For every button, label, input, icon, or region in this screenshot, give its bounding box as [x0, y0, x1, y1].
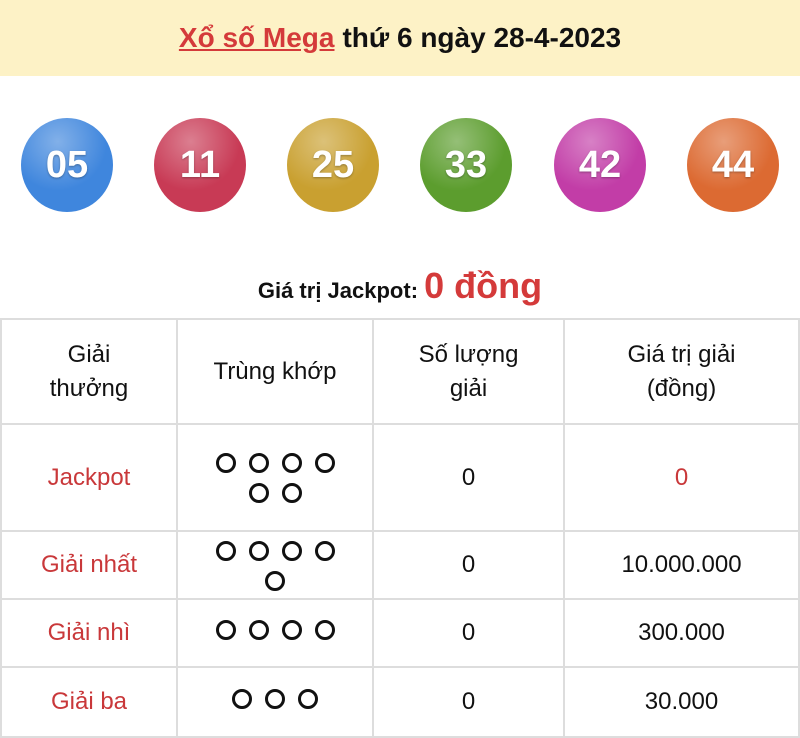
- prize-name: Giải ba: [0, 666, 178, 738]
- jackpot-amount: 0 đồng: [424, 265, 543, 306]
- table-row: Jackpot 0 0: [0, 423, 800, 532]
- match-circle-icon: [314, 620, 335, 640]
- match-circle-icon: [281, 620, 302, 640]
- match-circle-icon: [265, 689, 285, 709]
- prize-name: Giải nhì: [0, 598, 178, 668]
- prize-name: Giải nhất: [0, 530, 178, 600]
- match-circle-icon: [215, 540, 236, 561]
- page-title: Xổ số Mega thứ 6 ngày 28-4-2023: [0, 0, 800, 76]
- prize-count: 0: [372, 530, 565, 600]
- match-circle-icon: [281, 483, 302, 503]
- match-circle-icon: [248, 483, 269, 503]
- mega-link[interactable]: Xổ số Mega: [178, 22, 335, 53]
- match-circle-icon: [248, 453, 269, 473]
- result-balls: 05 11 25 33 42 44: [0, 76, 800, 246]
- match-circle-icon: [265, 570, 285, 591]
- prize-table: Giải thưởng Trùng khớp Số lượng giải Giá…: [0, 318, 800, 738]
- result-ball: 11: [154, 118, 246, 212]
- match-pattern: [176, 530, 374, 600]
- match-pattern: [176, 598, 374, 668]
- match-circle-icon: [298, 689, 318, 709]
- match-circle-icon: [281, 453, 302, 473]
- prize-name: Jackpot: [0, 423, 178, 532]
- match-pattern: [176, 423, 374, 532]
- match-circle-icon: [314, 540, 335, 561]
- match-circle-icon: [215, 620, 236, 640]
- table-row: Giải nhì 0 300.000: [0, 598, 800, 668]
- result-ball: 05: [21, 118, 113, 212]
- draw-date: thứ 6 ngày 28-4-2023: [342, 22, 622, 53]
- prize-value: 300.000: [563, 598, 800, 668]
- match-circle-icon: [314, 453, 335, 473]
- match-circle-icon: [248, 620, 269, 640]
- prize-count: 0: [372, 423, 565, 532]
- col-count: Số lượng giải: [372, 318, 565, 425]
- match-pattern: [176, 666, 374, 738]
- col-prize: Giải thưởng: [0, 318, 178, 425]
- jackpot-value: Giá trị Jackpot: 0 đồng: [0, 246, 800, 318]
- col-value: Giá trị giải (đồng): [563, 318, 800, 425]
- result-ball: 33: [420, 118, 512, 212]
- result-ball: 44: [687, 118, 779, 212]
- result-ball: 25: [287, 118, 379, 212]
- match-circle-icon: [281, 540, 302, 561]
- prize-value: 30.000: [563, 666, 800, 738]
- match-circle-icon: [248, 540, 269, 561]
- prize-count: 0: [372, 598, 565, 668]
- prize-value: 0: [563, 423, 800, 532]
- jackpot-label: Giá trị Jackpot:: [257, 278, 419, 303]
- table-row: Giải ba 0 30.000: [0, 666, 800, 738]
- prize-value: 10.000.000: [563, 530, 800, 600]
- match-circle-icon: [215, 453, 236, 473]
- match-circle-icon: [232, 689, 252, 709]
- table-row: Giải nhất 0 10.000.000: [0, 530, 800, 600]
- prize-count: 0: [372, 666, 565, 738]
- result-ball: 42: [554, 118, 646, 212]
- col-matches: Trùng khớp: [176, 318, 374, 425]
